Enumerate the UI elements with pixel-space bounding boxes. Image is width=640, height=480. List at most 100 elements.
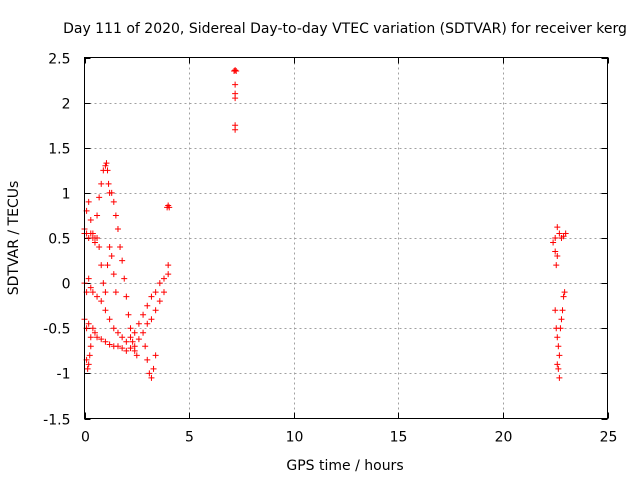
data-point xyxy=(165,262,172,269)
data-series xyxy=(552,289,568,381)
data-point xyxy=(554,253,561,260)
data-point xyxy=(85,275,92,282)
y-tick-label: 1 xyxy=(62,187,71,203)
data-point xyxy=(89,325,96,332)
data-point xyxy=(148,316,155,323)
data-point xyxy=(131,329,138,336)
data-point xyxy=(98,336,105,343)
data-point xyxy=(233,68,240,75)
data-point xyxy=(550,239,557,246)
data-point xyxy=(232,81,239,88)
data-point xyxy=(552,235,559,241)
y-tick-label: -0.5 xyxy=(43,322,70,338)
data-point xyxy=(98,262,105,269)
data-series xyxy=(164,202,173,211)
data-point xyxy=(106,316,113,323)
data-point xyxy=(160,289,167,296)
data-point xyxy=(142,343,149,350)
data-point xyxy=(98,298,105,305)
plot-frame xyxy=(84,57,608,419)
x-tick-label: 15 xyxy=(390,430,408,446)
data-series xyxy=(81,225,119,296)
data-point xyxy=(556,374,563,381)
data-point xyxy=(102,307,109,314)
data-point xyxy=(144,320,151,327)
data-point xyxy=(552,248,559,255)
data-point xyxy=(94,293,101,300)
data-point xyxy=(85,320,92,327)
grid-layer xyxy=(84,57,608,419)
data-point xyxy=(559,307,566,314)
data-point xyxy=(553,262,560,269)
data-point xyxy=(87,230,94,237)
data-point xyxy=(100,280,107,287)
data-point xyxy=(110,325,117,332)
data-point xyxy=(123,338,130,345)
data-point xyxy=(105,180,112,187)
data-point xyxy=(108,189,115,196)
data-point xyxy=(558,316,565,323)
y-tick-label: 0.5 xyxy=(48,232,70,248)
data-point xyxy=(160,275,167,282)
y-tick-label: 2 xyxy=(62,97,71,113)
data-point xyxy=(96,194,103,201)
data-point xyxy=(146,370,153,377)
data-point xyxy=(554,334,561,341)
data-point xyxy=(91,239,98,246)
data-point xyxy=(106,244,113,251)
data-point xyxy=(119,345,126,352)
data-point xyxy=(232,67,239,74)
data-point xyxy=(555,343,562,350)
data-point xyxy=(556,352,563,359)
data-point xyxy=(557,325,564,332)
data-point xyxy=(127,325,134,332)
data-point xyxy=(125,311,132,318)
data-point xyxy=(106,341,113,348)
data-point xyxy=(94,235,101,241)
data-point xyxy=(123,293,130,300)
data-series xyxy=(550,224,569,269)
x-tick-label: 10 xyxy=(286,430,304,446)
data-point xyxy=(127,334,134,341)
x-tick-label: 0 xyxy=(81,430,90,446)
data-point xyxy=(94,212,101,219)
y-tick-label: -1 xyxy=(57,367,71,383)
data-point xyxy=(112,212,119,219)
data-point xyxy=(114,329,121,336)
data-point xyxy=(554,361,561,368)
data-point xyxy=(110,271,117,278)
data-point xyxy=(87,334,94,341)
data-point xyxy=(148,293,155,300)
data-point xyxy=(119,334,126,341)
data-point xyxy=(133,352,140,359)
data-point xyxy=(561,289,568,296)
data-point xyxy=(555,365,562,372)
data-point xyxy=(89,289,96,296)
y-tick-label: 2.5 xyxy=(48,52,70,68)
data-point xyxy=(144,302,151,309)
data-point xyxy=(121,275,128,282)
x-tick-label: 20 xyxy=(495,430,513,446)
points-layer xyxy=(81,67,569,381)
x-tick-label: 25 xyxy=(600,430,618,446)
data-point xyxy=(102,289,109,296)
data-point xyxy=(91,329,98,336)
data-point xyxy=(108,253,115,260)
data-series xyxy=(231,67,240,133)
data-point xyxy=(150,365,157,372)
data-point xyxy=(96,244,103,251)
data-point xyxy=(152,352,159,359)
data-series xyxy=(81,262,172,345)
data-point xyxy=(85,361,92,368)
data-point xyxy=(156,298,163,305)
data-point xyxy=(114,225,121,232)
data-point xyxy=(94,334,101,341)
y-tick-label: 0 xyxy=(62,277,71,293)
data-point xyxy=(119,257,126,264)
y-axis-label: SDTVAR / TECUs xyxy=(6,181,22,296)
data-point xyxy=(123,347,130,354)
x-axis-label: GPS time / hours xyxy=(286,458,403,474)
data-point xyxy=(232,95,239,102)
